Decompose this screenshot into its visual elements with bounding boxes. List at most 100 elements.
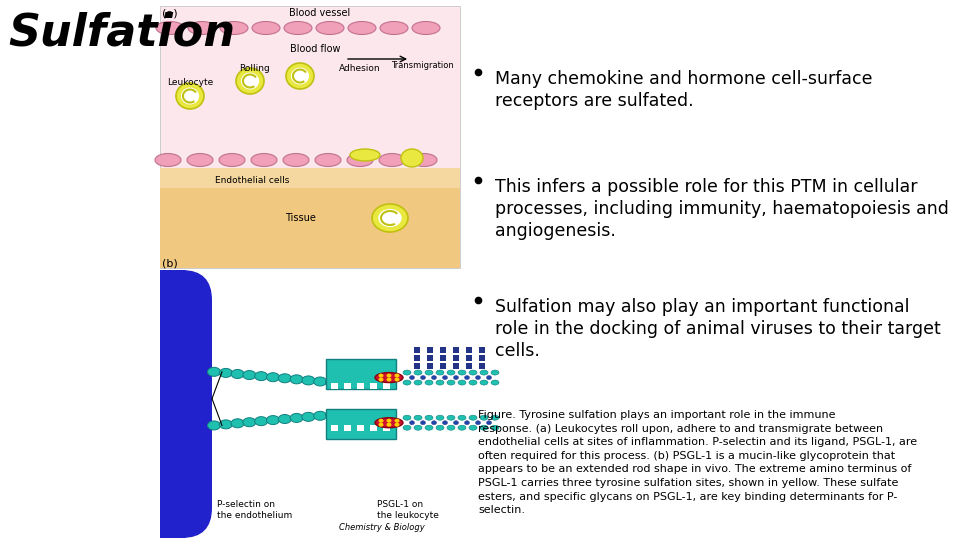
Bar (331, 425, 338, 431)
Ellipse shape (410, 375, 415, 380)
Ellipse shape (243, 370, 256, 380)
Ellipse shape (436, 425, 444, 430)
Text: Figure. Tyrosine sulfation plays an important role in the immune
response. (a) L: Figure. Tyrosine sulfation plays an impo… (478, 410, 917, 515)
Text: processes, including immunity, haematopoiesis and: processes, including immunity, haematopo… (495, 200, 948, 218)
Ellipse shape (241, 72, 259, 90)
Bar (427, 355, 433, 361)
Ellipse shape (403, 370, 411, 375)
Text: PSGL-1 on
the leukocyte: PSGL-1 on the leukocyte (377, 500, 439, 520)
Ellipse shape (469, 425, 477, 430)
Ellipse shape (278, 415, 291, 423)
Bar (414, 362, 420, 369)
Bar (160, 6, 460, 268)
Ellipse shape (251, 153, 277, 166)
FancyBboxPatch shape (326, 359, 396, 389)
Ellipse shape (491, 380, 499, 385)
Bar (383, 425, 390, 431)
Bar (453, 355, 459, 361)
Bar (466, 362, 472, 369)
Ellipse shape (458, 425, 466, 430)
Ellipse shape (325, 378, 339, 387)
Ellipse shape (447, 370, 455, 375)
Bar (383, 382, 390, 389)
Ellipse shape (403, 425, 411, 430)
Ellipse shape (207, 421, 221, 430)
Ellipse shape (487, 375, 492, 380)
Bar (479, 362, 485, 369)
Ellipse shape (387, 377, 392, 382)
Ellipse shape (443, 375, 447, 380)
Ellipse shape (387, 374, 392, 377)
Ellipse shape (420, 375, 425, 380)
Ellipse shape (325, 410, 339, 419)
Ellipse shape (487, 421, 492, 425)
Ellipse shape (314, 377, 326, 386)
Bar (160, 168, 460, 188)
Ellipse shape (447, 425, 455, 430)
Bar (414, 347, 420, 353)
Text: Adhesion: Adhesion (339, 64, 381, 73)
Ellipse shape (380, 22, 408, 35)
Ellipse shape (254, 372, 268, 381)
Ellipse shape (395, 418, 399, 423)
Ellipse shape (420, 421, 425, 425)
Ellipse shape (291, 68, 309, 84)
Text: Chemistry & Biology: Chemistry & Biology (339, 523, 425, 532)
Text: Rolling: Rolling (240, 64, 271, 73)
Ellipse shape (187, 153, 213, 166)
Ellipse shape (375, 418, 403, 428)
Ellipse shape (378, 209, 401, 227)
Ellipse shape (252, 22, 280, 35)
Ellipse shape (403, 415, 411, 420)
Ellipse shape (350, 149, 380, 161)
Bar (466, 355, 472, 361)
Ellipse shape (155, 153, 181, 166)
Ellipse shape (220, 22, 248, 35)
Ellipse shape (378, 423, 383, 427)
Bar (466, 347, 472, 353)
Text: Sulfation: Sulfation (8, 12, 235, 55)
Bar (427, 362, 433, 369)
Ellipse shape (414, 380, 422, 385)
Ellipse shape (156, 22, 184, 35)
Ellipse shape (290, 375, 303, 384)
Ellipse shape (425, 425, 433, 430)
Text: Blood vessel: Blood vessel (289, 8, 350, 18)
Ellipse shape (431, 421, 437, 425)
Bar (357, 382, 364, 389)
Ellipse shape (411, 153, 437, 166)
Ellipse shape (286, 63, 314, 89)
Ellipse shape (436, 415, 444, 420)
Ellipse shape (284, 22, 312, 35)
Ellipse shape (414, 415, 422, 420)
Ellipse shape (480, 415, 488, 420)
Ellipse shape (315, 153, 341, 166)
Ellipse shape (219, 368, 232, 377)
Ellipse shape (480, 425, 488, 430)
Text: cells.: cells. (495, 342, 540, 360)
Ellipse shape (387, 418, 392, 423)
Ellipse shape (465, 375, 469, 380)
Ellipse shape (231, 369, 244, 379)
Text: This infers a possible role for this PTM in cellular: This infers a possible role for this PTM… (495, 178, 918, 196)
Ellipse shape (469, 415, 477, 420)
Bar (479, 355, 485, 361)
Text: (a): (a) (162, 9, 178, 19)
Ellipse shape (412, 22, 440, 35)
Ellipse shape (447, 415, 455, 420)
FancyBboxPatch shape (160, 270, 212, 538)
Ellipse shape (254, 417, 268, 426)
Text: receptors are sulfated.: receptors are sulfated. (495, 92, 694, 110)
Ellipse shape (443, 421, 447, 425)
Ellipse shape (283, 153, 309, 166)
Ellipse shape (436, 370, 444, 375)
Text: (b): (b) (162, 258, 178, 268)
Ellipse shape (301, 376, 315, 385)
Bar (160, 270, 460, 538)
Text: Blood flow: Blood flow (290, 44, 341, 54)
Bar (440, 362, 446, 369)
Text: Endothelial cells: Endothelial cells (215, 176, 289, 185)
Ellipse shape (458, 370, 466, 375)
Text: Many chemokine and hormone cell-surface: Many chemokine and hormone cell-surface (495, 70, 873, 88)
Ellipse shape (207, 367, 221, 376)
